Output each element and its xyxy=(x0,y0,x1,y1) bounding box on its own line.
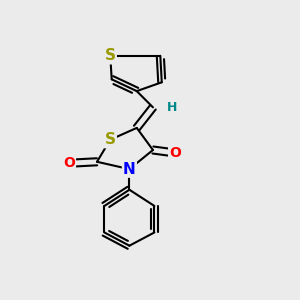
Text: H: H xyxy=(167,101,177,114)
Text: N: N xyxy=(123,162,136,177)
Text: O: O xyxy=(169,146,181,160)
Text: S: S xyxy=(105,48,116,63)
Text: O: O xyxy=(63,156,75,170)
Text: S: S xyxy=(105,132,116,147)
